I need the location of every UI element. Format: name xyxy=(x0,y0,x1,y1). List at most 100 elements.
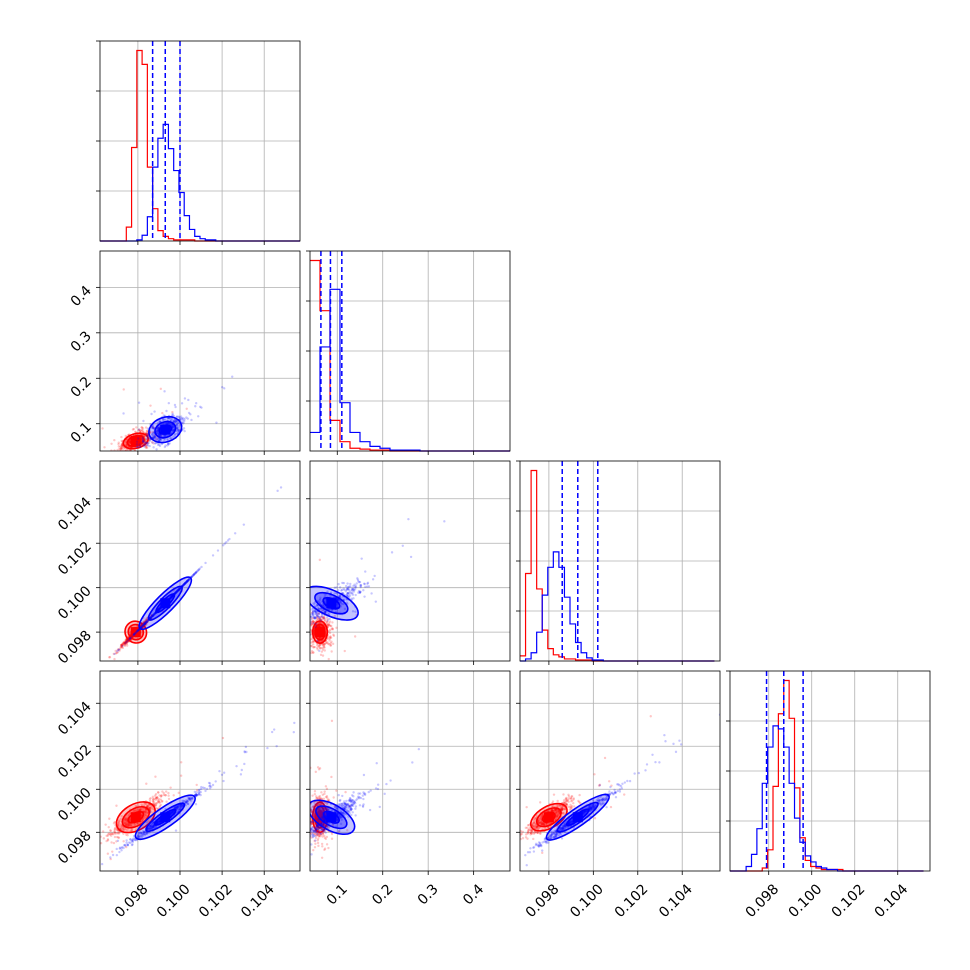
scatter-point xyxy=(123,642,127,645)
scatter-point xyxy=(342,802,345,805)
scatter-point xyxy=(187,398,190,402)
scatter-point xyxy=(170,812,173,815)
scatter-point xyxy=(145,832,149,835)
scatter-point xyxy=(351,794,354,797)
scatter-point xyxy=(138,445,142,448)
scatter-point xyxy=(152,826,155,830)
histogram-panel-0 xyxy=(96,40,301,245)
scatter-point xyxy=(304,828,306,830)
scatter-point xyxy=(321,617,325,620)
scatter-point xyxy=(186,579,189,583)
scatter-point xyxy=(346,588,349,591)
y-tick-label: 0.104 xyxy=(55,699,95,739)
scatter-point xyxy=(189,797,192,801)
scatter-point xyxy=(164,794,167,797)
scatter-point xyxy=(170,595,174,598)
scatter-point xyxy=(144,810,147,813)
scatter-point xyxy=(160,800,164,803)
scatter-point xyxy=(314,625,317,629)
scatter-point xyxy=(324,641,328,645)
scatter-point xyxy=(129,636,132,640)
scatter-point xyxy=(177,588,180,592)
scatter-point xyxy=(137,428,141,431)
scatter-point xyxy=(161,790,164,793)
scatter-point xyxy=(111,832,114,835)
scatter-point xyxy=(313,603,316,606)
scatter-point xyxy=(375,762,378,765)
scatter-point xyxy=(152,446,155,449)
scatter-point xyxy=(295,809,297,811)
scatter-point xyxy=(176,589,179,592)
scatter-point xyxy=(180,805,183,808)
scatter-point xyxy=(154,793,158,796)
scatter-point xyxy=(176,426,179,430)
scatter-point xyxy=(321,643,324,646)
scatter-point xyxy=(120,645,123,649)
scatter-point xyxy=(401,544,404,547)
scatter-point xyxy=(216,549,220,552)
scatter-point xyxy=(165,409,168,413)
scatter-point xyxy=(363,595,366,598)
scatter-point xyxy=(114,649,117,653)
scatter-point xyxy=(143,441,147,444)
scatter-point xyxy=(127,841,131,844)
scatter-point xyxy=(179,805,183,808)
scatter-point xyxy=(339,600,342,604)
scatter-point xyxy=(338,594,341,598)
scatter-point xyxy=(330,832,334,836)
scatter-point xyxy=(144,622,147,625)
scatter-point xyxy=(132,633,136,636)
scatter-point xyxy=(345,588,348,592)
scatter-point xyxy=(127,448,130,451)
scatter-point xyxy=(145,621,149,624)
scatter-point xyxy=(129,824,132,827)
scatter-point xyxy=(152,801,155,804)
scatter-point xyxy=(140,625,143,629)
scatter-point xyxy=(319,803,322,806)
scatter-point xyxy=(149,439,152,442)
scatter-point xyxy=(317,825,320,829)
scatter-point xyxy=(125,841,128,844)
scatter-point xyxy=(127,824,130,827)
scatter-point xyxy=(195,571,198,574)
scatter-point xyxy=(314,609,317,613)
scatter-point xyxy=(313,616,316,619)
scatter-point xyxy=(143,833,147,837)
scatter-point xyxy=(123,642,126,645)
scatter-point xyxy=(107,833,110,836)
scatter-point xyxy=(125,819,128,822)
scatter-point xyxy=(119,447,122,451)
scatter-point xyxy=(244,745,248,749)
scatter-point xyxy=(176,805,180,808)
scatter-point xyxy=(113,826,117,830)
scatter-point xyxy=(110,442,113,445)
scatter-point xyxy=(158,798,161,801)
scatter-point xyxy=(204,561,207,565)
scatter-point xyxy=(347,588,351,592)
scatter-point xyxy=(137,628,140,631)
scatter-point xyxy=(170,418,174,421)
scatter-point xyxy=(178,587,181,591)
scatter-point xyxy=(243,751,247,754)
scatter-point xyxy=(326,617,329,621)
scatter-point xyxy=(348,811,351,815)
scatter-point xyxy=(329,641,332,645)
scatter-point xyxy=(301,846,303,848)
scatter-point xyxy=(185,801,188,805)
scatter-point xyxy=(315,613,318,617)
scatter-point xyxy=(120,644,124,647)
scatter-point xyxy=(184,800,187,804)
scatter-point xyxy=(322,829,325,832)
scatter-point xyxy=(306,654,308,656)
scatter-point xyxy=(140,437,144,440)
scatter-point xyxy=(128,440,131,443)
scatter-point xyxy=(156,609,160,612)
scatter-point xyxy=(310,823,313,826)
scatter-point xyxy=(155,801,159,805)
scatter-point xyxy=(135,630,139,633)
scatter-point xyxy=(153,434,156,438)
scatter-point xyxy=(357,589,361,593)
scatter-point xyxy=(144,618,147,621)
scatter-point xyxy=(131,428,135,431)
scatter-point xyxy=(306,835,308,837)
